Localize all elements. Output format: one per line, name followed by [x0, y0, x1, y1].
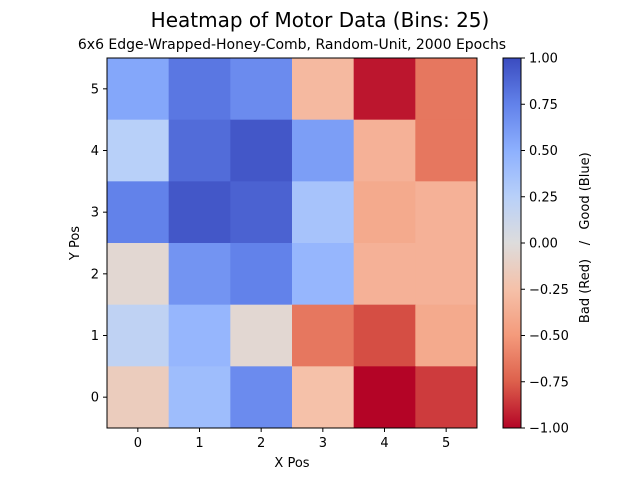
- heatmap-cell: [292, 366, 355, 429]
- heatmap-cell: [353, 366, 416, 429]
- heatmap-cell: [353, 243, 416, 306]
- heatmap-cell: [107, 119, 170, 182]
- chart-subtitle: 6x6 Edge-Wrapped-Honey-Comb, Random-Unit…: [78, 37, 506, 53]
- plot-frame: [106, 57, 478, 429]
- heatmap-cell: [230, 366, 293, 429]
- colorbar-tick-label: −0.50: [529, 329, 569, 344]
- colorbar-tick-label: 0.00: [529, 237, 558, 252]
- colorbar-tick-label: 1.00: [529, 52, 558, 67]
- heatmap-cell: [292, 243, 355, 306]
- colorbar-tick-label: −0.75: [529, 375, 569, 390]
- heatmap-cell: [230, 243, 293, 306]
- colorbar-ticks: −1.00 −0.75 −0.50 −0.25 0.00 0.25 0.50 0.75 1.00: [521, 52, 569, 437]
- x-axis-label: X Pos: [274, 456, 309, 471]
- heatmap-cell: [415, 181, 478, 244]
- colorbar: [502, 57, 522, 429]
- colorbar-label: Bad (Red) / Good (Blue): [578, 152, 593, 323]
- heatmap-cell: [292, 181, 355, 244]
- y-axis-label: Y Pos: [68, 226, 83, 261]
- chart-title: Heatmap of Motor Data (Bins: 25): [151, 8, 490, 32]
- heatmap-cell: [415, 58, 478, 121]
- colorbar-tick-label: −0.25: [529, 283, 569, 298]
- colorbar-tick-label: 0.25: [529, 190, 558, 205]
- x-tick-label: 3: [319, 436, 327, 451]
- heatmap-cell: [353, 58, 416, 121]
- heatmap-cell: [415, 304, 478, 367]
- heatmap-cell: [107, 366, 170, 429]
- x-tick-label: 4: [380, 436, 388, 451]
- heatmap-cell: [292, 58, 355, 121]
- heatmap-cell: [292, 119, 355, 182]
- heatmap-cell: [168, 366, 231, 429]
- y-tick-label: 3: [91, 206, 99, 221]
- heatmap-cell: [107, 304, 170, 367]
- colorbar-tick-label: 0.75: [529, 98, 558, 113]
- heatmap-cell: [230, 304, 293, 367]
- heatmap-cell: [168, 58, 231, 121]
- y-tick-label: 5: [91, 82, 99, 97]
- heatmap-cell: [168, 304, 231, 367]
- heatmap-cell: [230, 181, 293, 244]
- heatmap-cell: [353, 119, 416, 182]
- y-tick-label: 1: [91, 329, 99, 344]
- heatmap-cell: [353, 304, 416, 367]
- y-tick-label: 0: [91, 391, 99, 406]
- x-axis-ticks: 0 1 2 3 4 5: [134, 428, 450, 451]
- heatmap-cell: [292, 304, 355, 367]
- heatmap-cell: [168, 243, 231, 306]
- colorbar-label-separator: /: [578, 240, 593, 245]
- heatmap-cell: [107, 58, 170, 121]
- y-axis-ticks: 0 1 2 3 4 5: [91, 82, 107, 406]
- heatmap-cell: [415, 243, 478, 306]
- x-tick-label: 1: [195, 436, 203, 451]
- heatmap-cell: [168, 119, 231, 182]
- y-tick-label: 4: [91, 144, 99, 159]
- heatmap-cell: [168, 181, 231, 244]
- colorbar-tick-label: −1.00: [529, 422, 569, 437]
- colorbar-label-low: Bad (Red): [578, 259, 593, 323]
- heatmap-cell: [107, 243, 170, 306]
- heatmap-cell: [230, 119, 293, 182]
- heatmap-cell: [230, 58, 293, 121]
- x-tick-label: 2: [257, 436, 265, 451]
- heatmap-cell: [415, 119, 478, 182]
- x-tick-label: 5: [442, 436, 450, 451]
- colorbar-tick-label: 0.50: [529, 144, 558, 159]
- colorbar-label-high: Good (Blue): [578, 152, 593, 229]
- heatmap-cell: [415, 366, 478, 429]
- heatmap-cell: [353, 181, 416, 244]
- x-tick-label: 0: [134, 436, 142, 451]
- heatmap-cells: [107, 58, 478, 429]
- heatmap-cell: [107, 181, 170, 244]
- y-tick-label: 2: [91, 267, 99, 282]
